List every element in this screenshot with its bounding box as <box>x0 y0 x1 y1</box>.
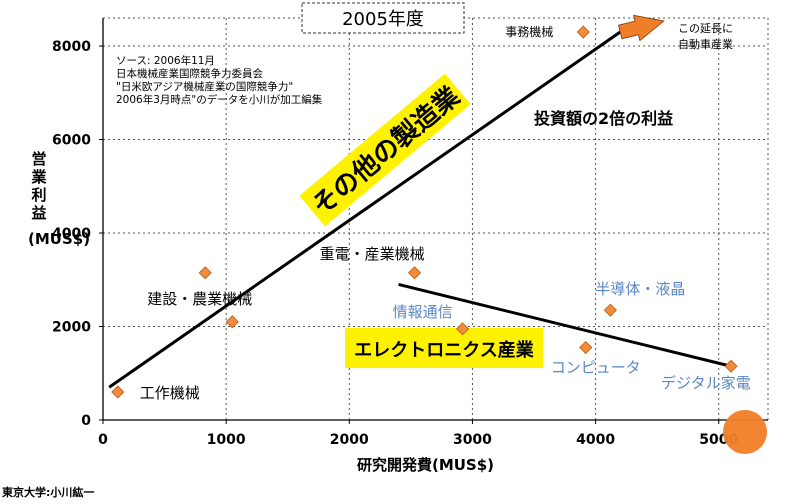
data-label: 事務機械 <box>505 24 553 39</box>
data-point <box>603 303 617 317</box>
extension-note-line-2: 自動車産業 <box>678 37 733 51</box>
x-tick-label: 1000 <box>207 432 246 448</box>
data-point <box>225 315 239 329</box>
x-tick-label: 2000 <box>330 432 369 448</box>
grid-lines <box>103 17 769 420</box>
data-point <box>198 266 212 280</box>
y-tick-label: 8000 <box>52 39 91 55</box>
trend-line <box>398 282 732 368</box>
data-label: デジタル家電 <box>661 374 751 392</box>
x-tick-label: 3000 <box>453 432 492 448</box>
data-label: コンピュータ <box>551 359 641 377</box>
chart-title: 2005年度 <box>342 9 424 30</box>
electronics-band-label: エレクトロニクス産業 <box>354 339 534 361</box>
y-tick-label: 2000 <box>52 320 91 336</box>
other-manufacturing-band-fill <box>299 73 471 227</box>
author-credit: 東京大学:小川紘一 <box>2 486 95 499</box>
data-label: 工作機械 <box>140 384 200 402</box>
y-tick-label: 6000 <box>52 133 91 149</box>
data-point <box>407 266 422 280</box>
data-label: 建設・農業機械 <box>147 290 252 308</box>
x-tick-label: 4000 <box>576 432 615 448</box>
source-line-2: 日本機械産業国際競争力委員会 <box>116 68 263 80</box>
data-point <box>724 359 738 373</box>
y-tick-label: 0 <box>81 413 91 429</box>
source-note: ソース: 2006年11月 日本機械産業国際競争力委員会 "日米欧アジア機械産業… <box>116 55 322 107</box>
trend-lines <box>108 14 767 454</box>
other-manufacturing-band: その他の製造業 <box>299 73 471 227</box>
data-label: 重電・産業機械 <box>320 245 425 263</box>
x-axis-title: 研究開発費(MUS$) <box>357 456 494 474</box>
source-line-1: ソース: 2006年11月 <box>116 55 215 67</box>
electronics-band-fill <box>345 328 543 368</box>
data-points <box>111 25 738 399</box>
axes: 0 1000 2000 3000 4000 500002000400060008000研究… <box>52 18 768 474</box>
data-label: 半導体・液晶 <box>595 280 685 298</box>
extension-arrow <box>618 14 665 42</box>
source-line-4: 2006年3月時点"のデータを小川が加工編集 <box>116 94 323 106</box>
y-axis-title: 営業利益 (MUS$) <box>28 150 91 248</box>
data-point <box>111 385 125 399</box>
data-point <box>576 25 590 39</box>
x-tick-label: 0 <box>98 432 108 448</box>
trend-line <box>108 30 622 389</box>
data-label: 情報通信 <box>393 303 453 321</box>
automotive-marker-disc <box>723 410 767 454</box>
title-box <box>301 2 465 34</box>
extension-note-line-1: この延長に <box>678 22 733 35</box>
y-axis-title-main: 営業利益 <box>31 150 47 222</box>
profit-note: 投資額の2倍の利益 <box>534 109 673 128</box>
y-axis-title-unit: (MUS$) <box>28 230 91 248</box>
y-tick-label: 4000 <box>52 226 91 242</box>
data-point <box>579 340 593 355</box>
other-manufacturing-band-label: その他の製造業 <box>307 82 466 222</box>
data-point <box>456 322 470 336</box>
source-line-3: "日米欧アジア機械産業の国際競争力" <box>116 81 294 93</box>
